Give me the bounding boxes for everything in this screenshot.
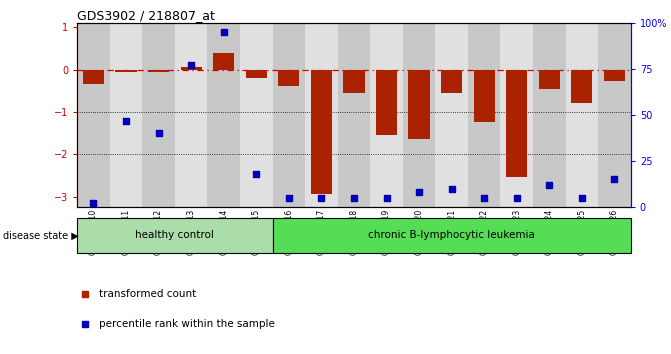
Bar bbox=[409, 69, 429, 139]
Bar bbox=[338, 23, 370, 207]
Bar bbox=[115, 69, 137, 72]
Point bbox=[511, 195, 522, 201]
Point bbox=[121, 118, 132, 124]
Bar bbox=[604, 69, 625, 81]
Bar bbox=[311, 69, 332, 194]
Point bbox=[609, 177, 620, 182]
Bar bbox=[240, 23, 272, 207]
Point bbox=[80, 321, 91, 327]
Point bbox=[80, 291, 91, 297]
Bar bbox=[441, 69, 462, 93]
Text: chronic B-lymphocytic leukemia: chronic B-lymphocytic leukemia bbox=[368, 230, 535, 240]
Bar bbox=[246, 69, 267, 78]
Text: disease state ▶: disease state ▶ bbox=[3, 230, 79, 240]
Point bbox=[544, 182, 555, 188]
Bar bbox=[83, 69, 104, 84]
Bar bbox=[566, 23, 598, 207]
Point bbox=[218, 29, 229, 35]
Point bbox=[414, 189, 425, 195]
Bar bbox=[148, 69, 169, 72]
Point bbox=[479, 195, 490, 201]
Point bbox=[381, 195, 392, 201]
Text: percentile rank within the sample: percentile rank within the sample bbox=[99, 319, 275, 329]
Point bbox=[349, 195, 360, 201]
Bar bbox=[213, 53, 234, 69]
Bar bbox=[175, 23, 207, 207]
Bar bbox=[506, 69, 527, 177]
Bar bbox=[403, 23, 435, 207]
Bar bbox=[501, 23, 533, 207]
Bar bbox=[305, 23, 338, 207]
Bar bbox=[278, 69, 299, 86]
Bar bbox=[207, 23, 240, 207]
Point bbox=[251, 171, 262, 177]
Bar bbox=[571, 69, 592, 103]
Bar bbox=[474, 69, 495, 122]
Point bbox=[186, 63, 197, 68]
Bar bbox=[533, 23, 566, 207]
Bar bbox=[272, 23, 305, 207]
Bar bbox=[142, 23, 175, 207]
Point bbox=[283, 195, 294, 201]
Bar bbox=[376, 69, 397, 135]
Bar bbox=[344, 69, 364, 93]
Bar bbox=[539, 69, 560, 88]
Bar bbox=[272, 218, 631, 253]
Point bbox=[316, 195, 327, 201]
Point bbox=[88, 201, 99, 206]
Bar bbox=[435, 23, 468, 207]
Bar bbox=[77, 218, 272, 253]
Bar bbox=[370, 23, 403, 207]
Bar bbox=[180, 68, 202, 69]
Bar bbox=[598, 23, 631, 207]
Point bbox=[576, 195, 587, 201]
Bar bbox=[110, 23, 142, 207]
Text: healthy control: healthy control bbox=[136, 230, 214, 240]
Point bbox=[153, 131, 164, 136]
Bar bbox=[468, 23, 501, 207]
Point bbox=[446, 186, 457, 192]
Text: GDS3902 / 218807_at: GDS3902 / 218807_at bbox=[77, 9, 215, 22]
Bar bbox=[77, 23, 110, 207]
Text: transformed count: transformed count bbox=[99, 289, 197, 299]
